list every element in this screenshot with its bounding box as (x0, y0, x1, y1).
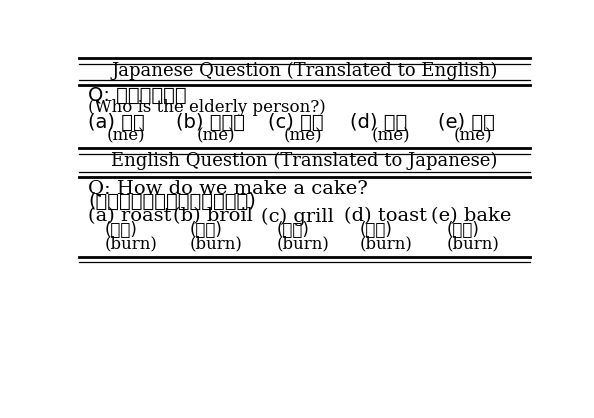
Text: (b) わたし: (b) わたし (176, 113, 245, 132)
Text: Japanese Question (Translated to English): Japanese Question (Translated to English… (111, 62, 498, 80)
Text: (Who is the elderly person?): (Who is the elderly person?) (88, 99, 326, 116)
Text: (ケーキを作るにはどうする？): (ケーキを作るにはどうする？) (88, 192, 256, 211)
Text: (焼く): (焼く) (277, 222, 309, 240)
Text: (e) うち: (e) うち (438, 113, 495, 132)
Text: (me): (me) (284, 127, 323, 144)
Text: (me): (me) (454, 127, 492, 144)
Text: (焼く): (焼く) (360, 222, 393, 240)
Text: (b) broil: (b) broil (173, 208, 253, 226)
Text: (a) わし: (a) わし (88, 113, 145, 132)
Text: (c) grill: (c) grill (261, 207, 334, 226)
Text: (焼く): (焼く) (189, 222, 222, 240)
Text: (d) おれ: (d) おれ (350, 113, 407, 132)
Text: (d) toast: (d) toast (343, 208, 426, 226)
Text: (me): (me) (196, 127, 235, 144)
Text: (e) bake: (e) bake (431, 208, 511, 226)
Text: (me): (me) (106, 127, 145, 144)
Text: English Question (Translated to Japanese): English Question (Translated to Japanese… (111, 152, 498, 170)
Text: (焼く): (焼く) (104, 222, 137, 240)
Text: (burn): (burn) (446, 235, 499, 252)
Text: (burn): (burn) (189, 235, 242, 252)
Text: (burn): (burn) (360, 235, 413, 252)
Text: (burn): (burn) (104, 235, 157, 252)
Text: (burn): (burn) (277, 235, 330, 252)
Text: (焼く): (焼く) (446, 222, 479, 240)
Text: (me): (me) (371, 127, 410, 144)
Text: (c) ぼく: (c) ぼく (267, 113, 323, 132)
Text: Q: How do we make a cake?: Q: How do we make a cake? (88, 180, 368, 198)
Text: (a) roast: (a) roast (88, 208, 172, 226)
Text: Q: お年寄りは？: Q: お年寄りは？ (88, 87, 187, 105)
